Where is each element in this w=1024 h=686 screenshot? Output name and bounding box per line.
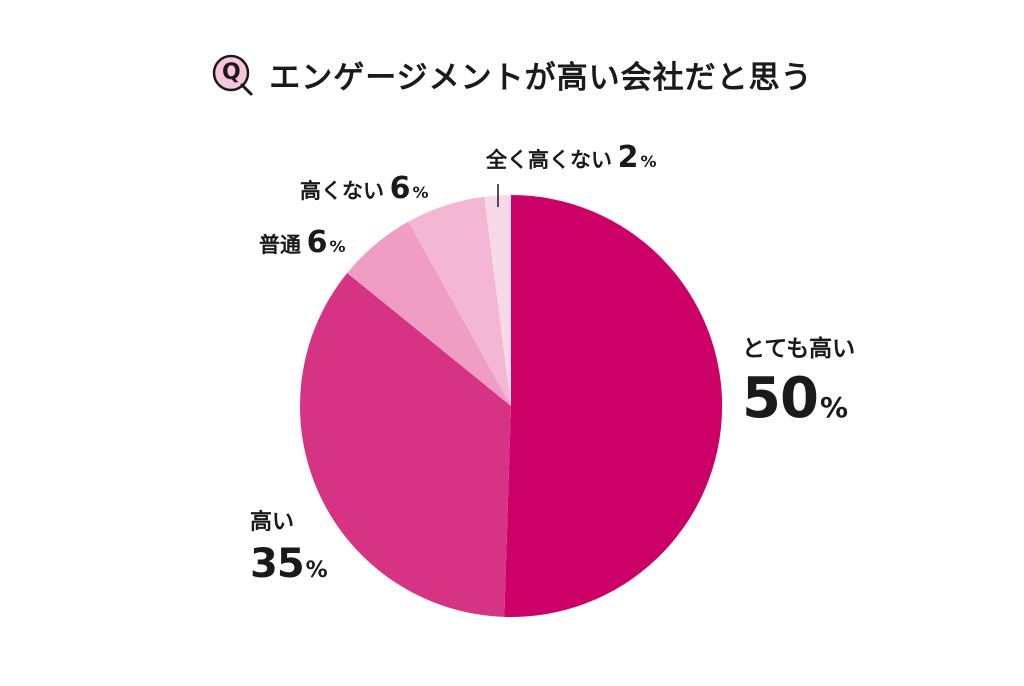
pie-slice-1 <box>299 272 511 617</box>
slice-value: 35 <box>250 541 305 587</box>
question-badge-icon: Q <box>211 53 255 97</box>
slice-name: 普通 <box>259 233 301 257</box>
slice-name: 高い <box>250 510 295 535</box>
slice-unit: % <box>329 237 346 256</box>
slice-unit: % <box>819 391 848 424</box>
slice-label-takai: 高い 35% <box>250 510 328 587</box>
slice-unit: % <box>640 152 657 171</box>
pie-slice-0 <box>504 194 723 617</box>
slice-unit: % <box>305 558 328 583</box>
slice-name: とても高い <box>742 336 856 362</box>
slice-label-futsu: 普通 6% <box>259 228 345 258</box>
pie-slice-4 <box>484 195 511 406</box>
slice-name: 全く高くない <box>486 148 612 172</box>
chart-title: Q エンゲージメントが高い会社だと思う <box>0 52 1024 97</box>
question-badge-letter: Q <box>221 60 241 85</box>
slice-value: 50 <box>742 366 819 431</box>
slice-label-takakunai: 高くない 6% <box>300 174 428 204</box>
slice-label-totemo-takai: とても高い 50% <box>742 338 855 427</box>
slice-label-zenku-takakunai: 全く高くない 2% <box>486 143 656 173</box>
title-text: エンゲージメントが高い会社だと思う <box>269 60 813 96</box>
slice-name: 高くない <box>300 179 384 203</box>
pie-slice-2 <box>347 221 511 406</box>
slice-value: 6 <box>306 225 328 260</box>
slice-value: 6 <box>389 171 411 206</box>
slice-unit: % <box>412 183 429 202</box>
pie-slice-3 <box>408 196 511 406</box>
slice-value: 2 <box>617 140 639 175</box>
